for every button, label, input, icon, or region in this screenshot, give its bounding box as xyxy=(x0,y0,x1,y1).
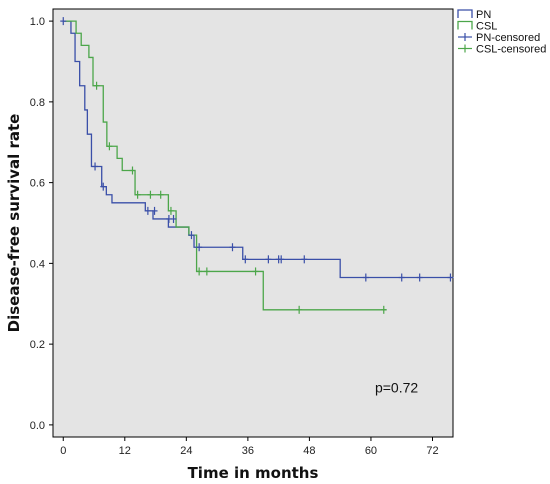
censor-mark-pn xyxy=(278,255,285,264)
p-value-annotation: p=0.72 xyxy=(375,380,418,396)
censor-mark-pn xyxy=(416,273,423,282)
censor-mark-pn xyxy=(362,273,369,282)
legend-item: PN xyxy=(457,9,491,21)
y-tick-label: 0.4 xyxy=(30,258,45,270)
censor-mark-csl xyxy=(93,81,100,90)
censor-mark-pn xyxy=(144,206,151,215)
legend-label: CSL xyxy=(476,21,497,33)
y-tick-label: 0.6 xyxy=(30,178,45,190)
axes: 0 12 24 36 48 60 72 0.0 0.2 0.4 0.6 0.8 1.0 xyxy=(30,16,439,457)
x-axis-title: Time in months xyxy=(188,464,319,482)
censor-mark-csl xyxy=(147,190,154,199)
legend-item: CSL-censored xyxy=(458,44,546,56)
legend-swatch xyxy=(458,33,472,41)
censor-mark-csl xyxy=(167,206,174,215)
x-tick-label: 12 xyxy=(119,445,131,457)
x-tick-label: 72 xyxy=(426,445,438,457)
legend-item: PN-censored xyxy=(458,32,540,44)
y-tick-label: 0.0 xyxy=(30,420,45,432)
legend-swatch xyxy=(458,44,472,53)
censor-mark-csl xyxy=(106,142,113,151)
censor-mark-pn xyxy=(196,243,203,252)
censor-mark-csl xyxy=(157,190,164,199)
legend-swatch xyxy=(457,9,473,18)
censor-mark-pn xyxy=(188,231,195,240)
y-tick-label: 0.8 xyxy=(30,97,45,109)
censor-mark-pn xyxy=(447,273,454,282)
censor-mark-pn xyxy=(265,255,272,264)
censor-mark-pn xyxy=(170,214,177,223)
y-axis-title: Disease-free survival rate xyxy=(5,114,23,333)
series-line-pn xyxy=(63,20,453,279)
x-tick-label: 36 xyxy=(242,445,254,457)
censor-mark-pn xyxy=(242,255,249,264)
censor-mark-csl xyxy=(134,190,141,199)
legend-label: PN xyxy=(476,9,491,21)
x-tick-label: 60 xyxy=(365,445,377,457)
censor-mark-pn xyxy=(301,255,308,264)
censor-mark-pn xyxy=(229,243,236,252)
legend-label: CSL-censored xyxy=(476,44,546,56)
y-tick-label: 1.0 xyxy=(30,16,45,28)
censor-mark-pn xyxy=(60,17,67,26)
censor-mark-csl xyxy=(296,305,303,314)
censor-mark-pn xyxy=(398,273,405,282)
censor-marks xyxy=(60,17,454,314)
censor-mark-csl xyxy=(252,267,259,276)
x-tick-label: 24 xyxy=(180,445,192,457)
censor-mark-csl xyxy=(196,267,203,276)
legend-item: CSL xyxy=(457,20,497,33)
censor-mark-pn xyxy=(92,162,99,171)
censor-mark-csl xyxy=(129,166,136,175)
censor-mark-pn xyxy=(100,182,107,191)
plot-background xyxy=(52,8,454,438)
x-tick-label: 0 xyxy=(60,445,66,457)
legend-label: PN-censored xyxy=(476,32,540,44)
censor-mark-csl xyxy=(203,267,210,276)
legend-swatch xyxy=(457,20,473,30)
censor-mark-pn xyxy=(151,206,158,215)
x-tick-label: 48 xyxy=(303,445,315,457)
censor-mark-csl xyxy=(380,305,387,314)
y-tick-label: 0.2 xyxy=(30,339,45,351)
